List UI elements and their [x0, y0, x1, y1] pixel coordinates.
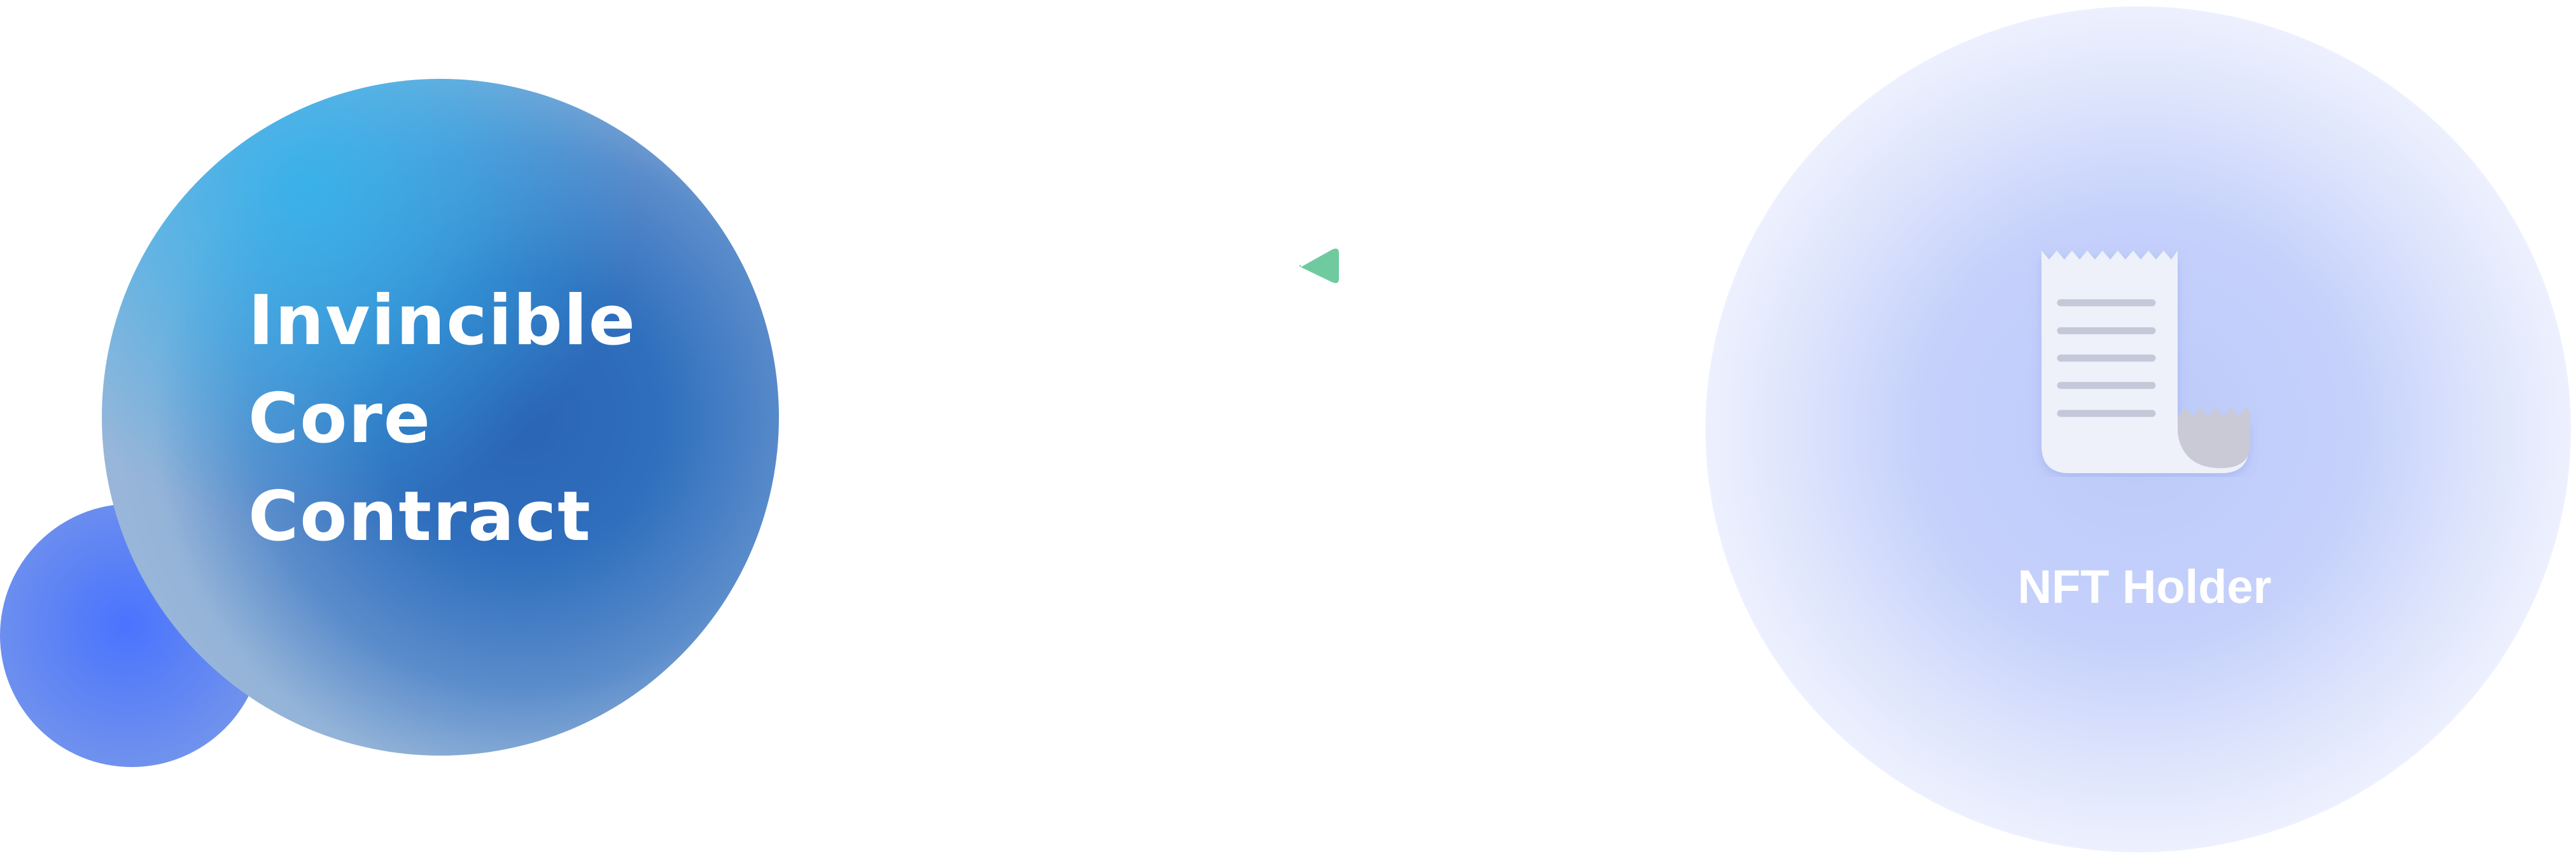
receipt-icon	[2041, 251, 2250, 473]
arrow-left-icon	[1299, 248, 1339, 284]
core-contract-node[interactable]	[102, 79, 779, 756]
core-label-line-2: Core	[248, 379, 431, 459]
core-label-line-3: Contract	[248, 477, 592, 557]
core-contract-label: Invincible Core Contract	[248, 272, 643, 566]
nft-holder-label: NFT Holder	[2017, 560, 2272, 613]
core-label-line-1: Invincible	[248, 281, 636, 361]
